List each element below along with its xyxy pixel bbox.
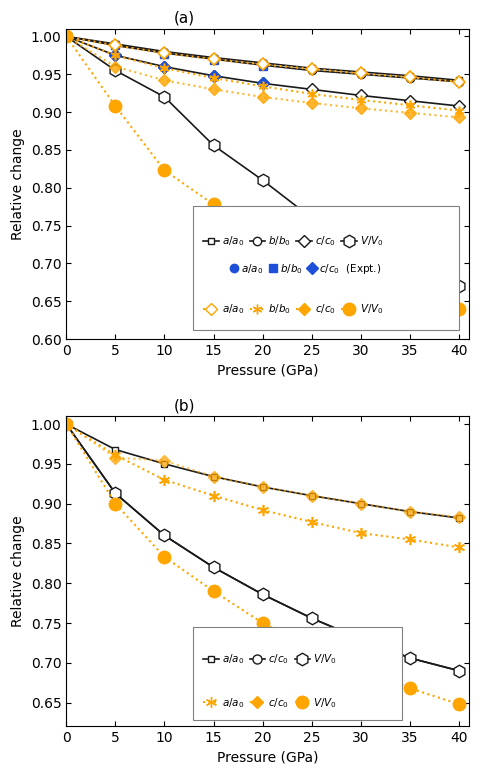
Y-axis label: Relative change: Relative change <box>11 128 25 240</box>
Legend: $a/a_0$, $c/c_0$, $V/V_0$: $a/a_0$, $c/c_0$, $V/V_0$ <box>199 692 341 714</box>
X-axis label: Pressure (GPa): Pressure (GPa) <box>217 364 318 378</box>
Text: $\mathrm{SrZn_2}$: $\mathrm{SrZn_2}$ <box>205 288 240 303</box>
FancyBboxPatch shape <box>193 627 402 720</box>
FancyBboxPatch shape <box>193 206 459 330</box>
X-axis label: Pressure (GPa): Pressure (GPa) <box>217 751 318 765</box>
Text: (a): (a) <box>174 11 195 26</box>
Text: (b): (b) <box>174 398 195 413</box>
Y-axis label: Relative change: Relative change <box>11 515 25 627</box>
Text: $\mathrm{CaZn_2}$: $\mathrm{CaZn_2}$ <box>205 635 242 650</box>
Text: $\mathrm{SrZn_2}$: $\mathrm{SrZn_2}$ <box>205 681 240 697</box>
Text: $\mathrm{CaZn_2}$: $\mathrm{CaZn_2}$ <box>205 220 242 235</box>
Legend: $a/a_0$, $b/b_0$, $c/c_0$, $V/V_0$: $a/a_0$, $b/b_0$, $c/c_0$, $V/V_0$ <box>199 299 388 320</box>
